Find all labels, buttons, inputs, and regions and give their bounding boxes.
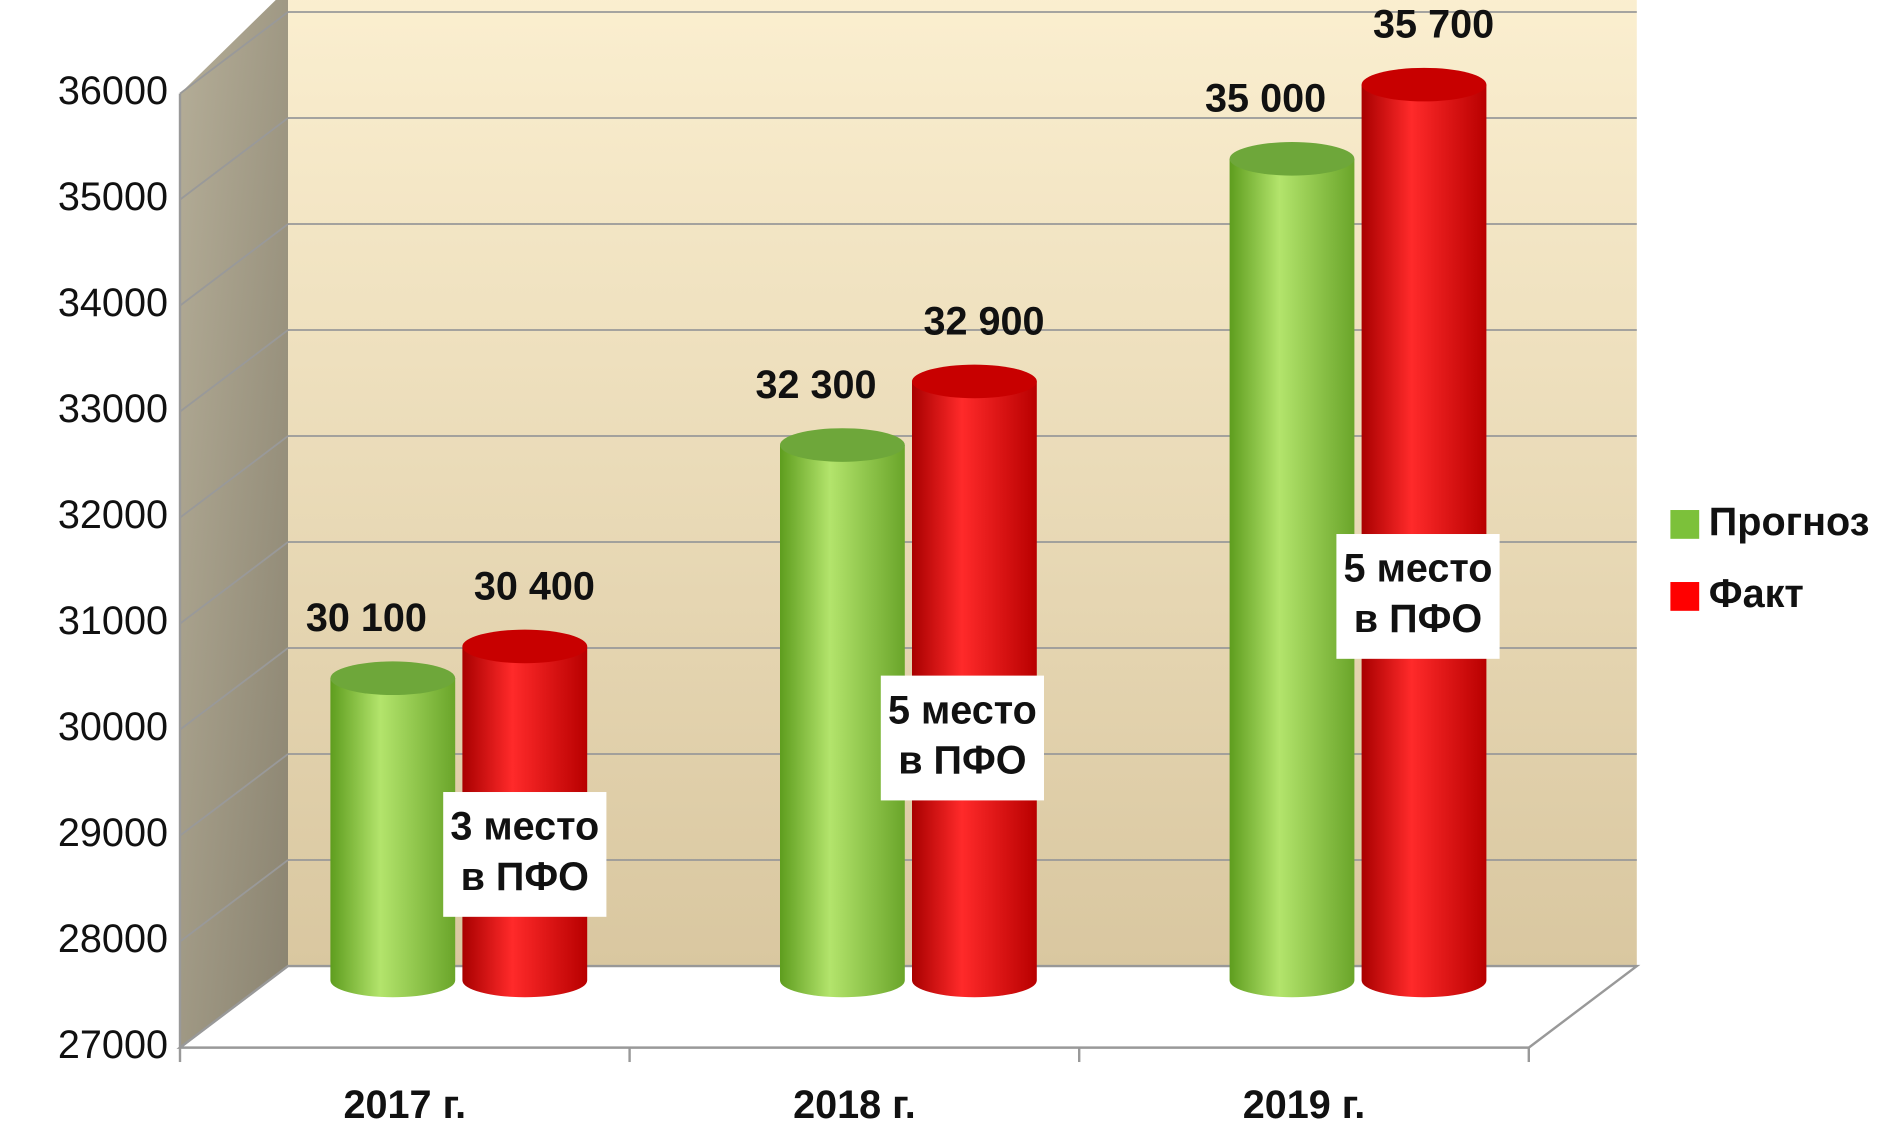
legend-label: Факт <box>1709 572 1804 616</box>
side-grid-line <box>179 859 289 943</box>
y-tick-label: 32000 <box>58 493 168 537</box>
annotation-box <box>443 792 607 917</box>
value-label: 35 000 <box>1205 77 1326 121</box>
y-tick-label: 31000 <box>58 599 168 643</box>
annotation: 3 место в ПФО <box>443 792 607 917</box>
x-tick-label: 2019 г. <box>1243 1083 1366 1127</box>
value-label: 35 700 <box>1373 2 1494 46</box>
side-grid-line <box>179 329 289 413</box>
side-grid-line <box>179 965 289 1049</box>
annotation-text: в ПФО <box>1354 597 1482 641</box>
annotation-box <box>1336 534 1500 659</box>
annotation-box <box>880 675 1044 801</box>
y-tick-label: 30000 <box>58 705 168 749</box>
y-tick-label: 36000 <box>58 69 168 113</box>
bar-top <box>330 661 456 696</box>
value-label: 32 900 <box>923 299 1044 343</box>
annotation-text: в ПФО <box>898 739 1026 783</box>
bar-top <box>462 629 588 664</box>
annotation-text: 5 место <box>888 688 1037 732</box>
side-wall <box>180 0 288 1048</box>
legend-swatch <box>1670 582 1700 611</box>
value-label: 30 400 <box>474 564 595 608</box>
side-grid-line <box>179 223 289 307</box>
x-tick-label: 2017 г. <box>343 1083 466 1127</box>
annotation-text: 5 место <box>1344 547 1493 591</box>
side-grid-line <box>179 117 289 201</box>
y-tick-label: 28000 <box>58 917 168 961</box>
side-grid-line <box>179 647 289 731</box>
y-tick-label: 34000 <box>58 281 168 325</box>
bar-top <box>780 428 905 462</box>
side-grid-line <box>179 541 289 625</box>
legend-label: Прогноз <box>1709 500 1870 544</box>
bar-top <box>1361 67 1487 102</box>
x-tick-label: 2018 г. <box>793 1083 916 1127</box>
bar <box>330 678 456 998</box>
value-label: 30 100 <box>306 596 427 640</box>
annotation-text: 3 место <box>450 805 599 849</box>
y-tick-label: 29000 <box>58 811 168 855</box>
bar <box>1229 158 1355 998</box>
annotation: 5 место в ПФО <box>880 675 1044 801</box>
bar-top <box>912 364 1037 399</box>
bar-top <box>1229 142 1355 176</box>
annotation-text: в ПФО <box>461 855 589 899</box>
y-tick-label: 27000 <box>58 1023 168 1067</box>
y-tick-label: 33000 <box>58 387 168 431</box>
side-grid-line <box>179 11 289 95</box>
side-grid-line <box>179 435 289 519</box>
legend-swatch <box>1670 510 1700 539</box>
value-label: 32 300 <box>755 363 876 407</box>
y-tick-label: 35000 <box>58 175 168 219</box>
bar <box>780 445 905 998</box>
side-grid-line <box>179 753 289 837</box>
annotation: 5 место в ПФО <box>1336 534 1500 659</box>
